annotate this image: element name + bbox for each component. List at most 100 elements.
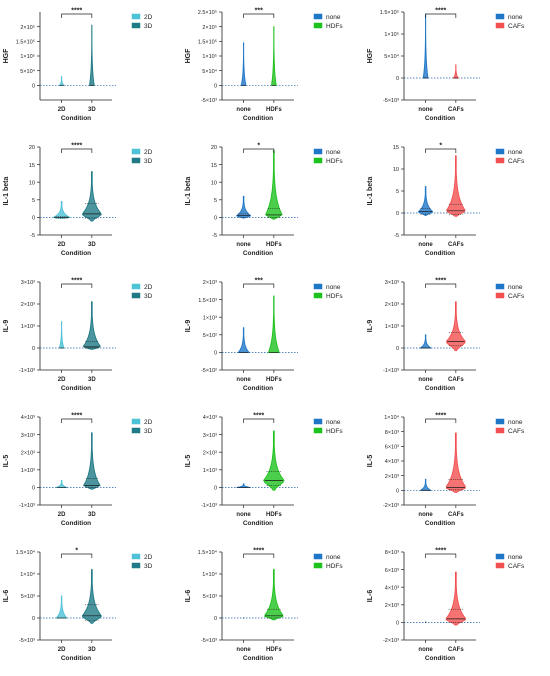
significance-bracket [61,13,93,18]
x-tick-label: none [236,512,251,518]
y-tick-label: 1×10³ [203,315,217,321]
x-axis-label: Condition [243,655,273,662]
legend-swatch [131,562,141,569]
chart-panel: -1×10³ 0 1×10³ 2×10³ 3×10³ IL-9 none CAFs Condit… [367,278,525,393]
y-tick-label: 2.5×10⁵ [198,9,217,16]
significance-label: * [75,548,78,555]
legend-swatch [131,157,141,164]
legend-swatch [313,427,323,434]
y-tick-label: 1×10³ [203,468,217,474]
significance-label: **** [71,278,82,285]
x-tick-label: 3D [88,512,96,518]
legend-label: none [326,149,341,156]
legend-label: CAFs [508,293,525,300]
violin-none [417,186,434,216]
legend-label: HDFs [326,428,343,435]
significance-label: **** [71,413,82,420]
y-tick-label: 0 [32,486,35,492]
x-tick-label: CAFs [448,512,464,518]
significance-bracket [425,553,457,558]
significance-label: **** [71,143,82,150]
violin-CAFs [445,571,467,626]
violin-CAFs [445,432,466,493]
x-tick-label: 3D [88,242,96,248]
y-tick-label: 1.5×10⁵ [380,9,399,16]
legend-label: CAFs [508,428,525,435]
significance-bracket [61,418,93,423]
violin-HDFs [265,150,283,220]
y-tick-label: 0 [32,84,35,90]
x-axis-label: Condition [61,250,91,257]
y-tick-label: 10 [211,180,217,186]
y-axis-label: IL-9 [185,320,192,333]
significance-label: **** [253,413,264,420]
x-axis-label: Condition [61,385,91,392]
y-tick-label: 5 [214,198,217,204]
y-axis-label: HGF [367,48,374,64]
x-tick-label: CAFs [448,647,464,653]
significance-bracket [243,283,275,288]
x-tick-label: none [236,107,251,113]
x-axis-label: Condition [243,115,273,122]
significance-bracket [425,418,457,423]
chart-panel: -1×10³ 0 1×10³ 2×10³ 3×10³ 4×10³ IL-5 2D 3D Condi… [3,413,153,528]
legend-label: none [508,284,523,291]
y-tick-label: 20 [29,145,35,151]
y-tick-label: -5×10³ [201,638,217,644]
violin-HDFs [264,569,284,621]
y-axis-label: HGF [3,48,10,64]
x-tick-label: CAFs [448,377,464,383]
y-tick-label: 1×10⁴ [384,414,399,421]
significance-bracket [243,13,275,18]
significance-bracket [425,283,457,288]
y-axis-label: HGF [185,48,192,64]
y-tick-label: 1×10⁴ [20,571,35,578]
x-tick-label: HDFs [266,377,282,383]
legend-label: 3D [144,563,153,570]
legend-label: 2D [144,14,153,21]
x-tick-label: 3D [88,107,96,113]
y-tick-label: 3×10³ [21,280,35,286]
y-tick-label: -1×10³ [201,503,217,509]
x-tick-label: none [236,242,251,248]
y-tick-label: 5×10⁴ [202,68,217,75]
y-tick-label: 0 [214,486,217,492]
y-tick-label: -2×10³ [383,638,399,644]
y-tick-label: -5×10³ [383,98,399,104]
x-tick-label: none [418,647,433,653]
x-axis-label: Condition [61,520,91,527]
y-tick-label: 1.5×10⁵ [198,39,217,46]
legend-label: 2D [144,419,153,426]
chart-panel: -1×10³ 0 1×10³ 2×10³ 3×10³ 4×10³ IL-5 none HDFs C… [185,413,343,528]
x-axis-label: Condition [243,385,273,392]
legend-swatch [131,427,141,434]
x-axis-label: Condition [425,115,455,122]
y-axis-label: IL-6 [367,590,374,603]
x-tick-label: none [418,107,433,113]
significance-label: *** [255,278,263,285]
y-axis-label: IL-6 [185,590,192,603]
legend-label: 2D [144,554,153,561]
y-tick-label: 0 [396,346,399,352]
y-tick-label: 2×10³ [21,302,35,308]
legend-label: none [508,14,523,21]
significance-bracket [61,553,93,558]
y-tick-label: 1×10⁵ [20,53,35,60]
violin-2D [55,595,69,619]
y-axis-label: IL-1 beta [185,177,192,206]
significance-label: **** [435,413,446,420]
y-tick-label: -1×10³ [19,368,35,374]
violin-none [237,327,250,353]
y-axis-label: IL-5 [3,455,10,468]
legend-swatch [495,22,505,29]
y-tick-label: 5×10² [203,333,217,339]
x-tick-label: 3D [88,377,96,383]
y-tick-label: 1.5×10³ [198,298,217,304]
chart-panel: -5×10³ 0 5×10⁴ 1×10⁵ 1.5×10⁵ 2×10⁵ 2.5×10⁵ HGF n… [185,8,343,123]
chart-panel: -5×10³ 0 5×10⁴ 1×10⁵ 1.5×10⁵ HGF none CAFs Condi… [367,8,525,123]
significance-bracket [61,283,93,288]
x-axis-label: Condition [61,115,91,122]
violin-3D [81,569,102,624]
